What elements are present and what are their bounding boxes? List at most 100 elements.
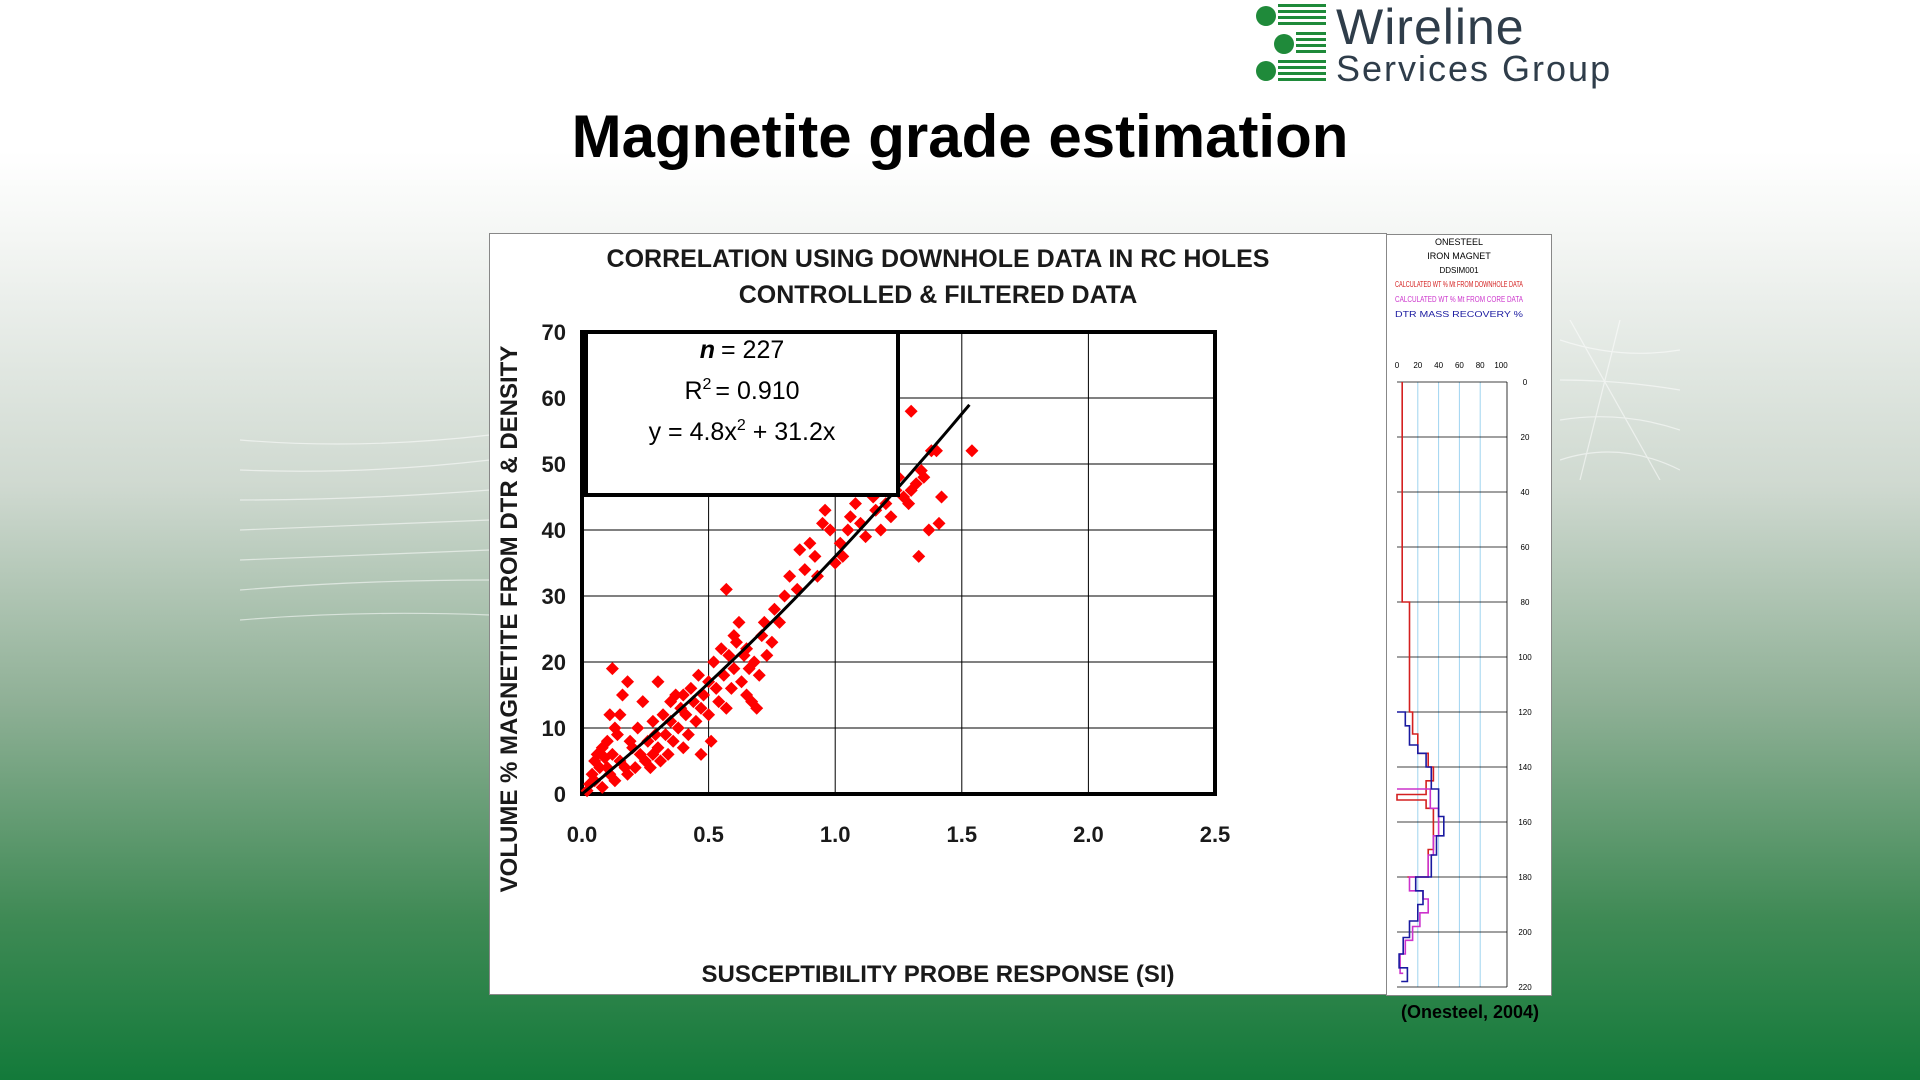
data-point: [833, 536, 847, 550]
data-point: [641, 734, 655, 748]
data-point: [676, 688, 690, 702]
data-point: [659, 728, 673, 742]
data-point: [929, 444, 943, 458]
data-point: [666, 734, 680, 748]
data-point: [671, 721, 685, 735]
data-point: [904, 483, 918, 497]
log-x-tick-label: 40: [1434, 361, 1443, 370]
logo-text-services-group: Services Group: [1336, 48, 1613, 89]
x-tick-label: 1.5: [947, 822, 978, 847]
data-point: [823, 523, 837, 537]
data-point: [935, 490, 949, 504]
data-point: [922, 523, 936, 537]
log-y-tick-label: 200: [1518, 928, 1532, 937]
source-caption: (Onesteel, 2004): [1400, 1002, 1540, 1022]
data-point: [694, 747, 708, 761]
data-point: [631, 721, 645, 735]
data-point: [605, 662, 619, 676]
log-x-tick-label: 80: [1476, 361, 1485, 370]
data-point: [808, 549, 822, 563]
data-point: [707, 655, 721, 669]
log-y-tick-label: 20: [1521, 433, 1530, 442]
data-point: [767, 602, 781, 616]
data-point: [598, 751, 612, 765]
log-series-line: [1397, 711, 1445, 983]
chart-title: CORRELATION USING DOWNHOLE DATA IN RC HO…: [607, 245, 1270, 273]
data-point: [610, 728, 624, 742]
data-point: [646, 714, 660, 728]
data-point: [709, 681, 723, 695]
data-point: [681, 728, 695, 742]
y-tick-label: 70: [542, 320, 566, 345]
data-point: [909, 477, 923, 491]
data-point: [704, 734, 718, 748]
x-tick-label: 0.5: [693, 822, 724, 847]
log-y-tick-label: 100: [1518, 653, 1532, 662]
data-point: [621, 675, 635, 689]
chart-subtitle: CONTROLLED & FILTERED DATA: [739, 281, 1138, 309]
data-point: [724, 681, 738, 695]
log-y-tick-label: 160: [1518, 818, 1532, 827]
data-point: [605, 747, 619, 761]
data-point: [643, 761, 657, 775]
data-point: [651, 741, 665, 755]
data-point: [874, 523, 888, 537]
x-tick-label: 2.5: [1200, 822, 1231, 847]
stats-r2: R2 = 0.910: [684, 376, 799, 405]
data-point: [714, 642, 728, 656]
data-point: [912, 549, 926, 563]
data-point: [702, 708, 716, 722]
data-point: [648, 728, 662, 742]
data-point: [752, 668, 766, 682]
data-point: [636, 695, 650, 709]
y-tick-label: 30: [542, 584, 566, 609]
x-tick-label: 2.0: [1073, 822, 1104, 847]
data-point: [583, 777, 597, 791]
log-y-tick-label: 80: [1521, 598, 1530, 607]
logo-mark-icon: [1256, 4, 1326, 81]
data-point: [603, 708, 617, 722]
data-point: [593, 761, 607, 775]
data-point: [608, 774, 622, 788]
data-point: [732, 615, 746, 629]
data-point: [884, 510, 898, 524]
data-point: [621, 767, 635, 781]
data-point: [869, 503, 883, 517]
logo-text-wireline: Wireline: [1336, 0, 1525, 55]
data-point: [803, 536, 817, 550]
log-x-tick-label: 100: [1494, 361, 1508, 370]
y-tick-label: 0: [554, 782, 566, 807]
stats-equation: y = 4.8x2 + 31.2x: [649, 417, 836, 446]
y-tick-label: 60: [542, 386, 566, 411]
data-point: [854, 516, 868, 530]
data-point: [588, 774, 602, 788]
decorative-mesh-left: [240, 434, 490, 621]
log-y-tick-label: 40: [1521, 488, 1530, 497]
data-point: [742, 662, 756, 676]
log-x-tick-label: 60: [1455, 361, 1464, 370]
data-point: [904, 404, 918, 418]
data-point: [816, 516, 830, 530]
data-point: [722, 648, 736, 662]
y-tick-label: 10: [542, 716, 566, 741]
data-point: [691, 668, 705, 682]
data-point: [689, 714, 703, 728]
data-point: [590, 747, 604, 761]
data-point: [917, 470, 931, 484]
data-point: [729, 635, 743, 649]
data-point: [755, 629, 769, 643]
data-point: [735, 675, 749, 689]
data-point: [664, 714, 678, 728]
data-point: [600, 734, 614, 748]
data-point: [676, 741, 690, 755]
log-x-tick-label: 0: [1395, 361, 1400, 370]
data-point: [843, 510, 857, 524]
data-point: [653, 754, 667, 768]
data-point: [879, 497, 893, 511]
log-y-tick-label: 180: [1518, 873, 1532, 882]
downhole-log-panel: ONESTEEL IRON MAGNET DDSIM001 CALCULATED…: [1386, 234, 1552, 996]
data-point: [616, 688, 630, 702]
data-point: [932, 516, 946, 530]
data-point: [679, 708, 693, 722]
log-y-tick-label: 120: [1518, 708, 1532, 717]
